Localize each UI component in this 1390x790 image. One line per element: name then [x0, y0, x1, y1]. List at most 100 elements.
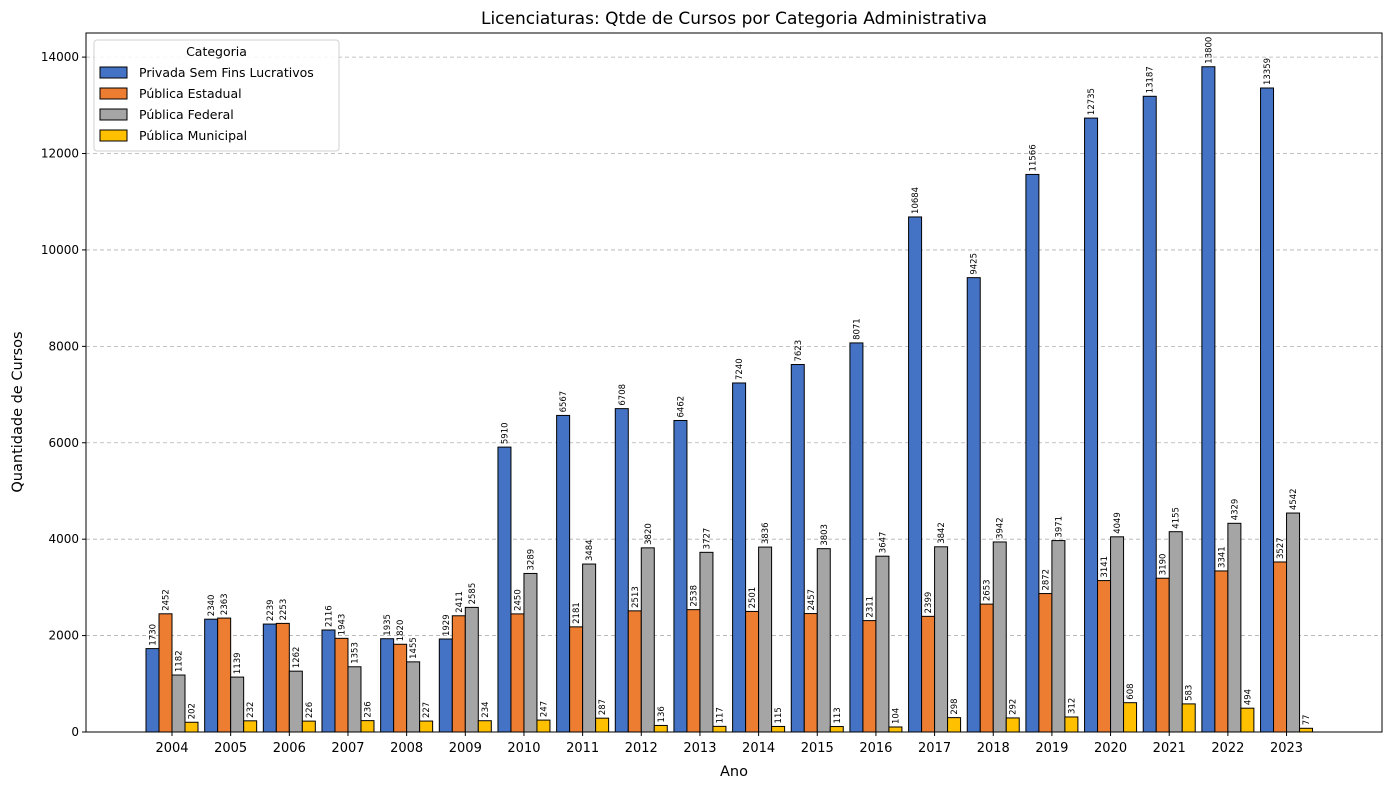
bar-value-label: 2513 [631, 586, 641, 608]
bar [1201, 66, 1216, 733]
bar-value-label: 232 [246, 702, 256, 718]
bar [1064, 716, 1079, 733]
bar [419, 720, 434, 733]
bar-value-label: 3842 [937, 522, 947, 544]
bar [595, 717, 610, 733]
bar-value-label: 3527 [1276, 537, 1286, 559]
bar [334, 637, 349, 733]
bar [406, 661, 421, 733]
bar [673, 419, 688, 733]
x-tick-label: 2012 [625, 741, 658, 756]
bar-value-label: 298 [950, 698, 960, 714]
bar [347, 666, 362, 733]
x-tick-label: 2010 [507, 741, 540, 756]
bar-value-label: 1730 [149, 624, 159, 646]
bar-value-label: 6708 [618, 384, 628, 406]
bar [393, 643, 408, 733]
y-tick-label: 10000 [41, 243, 79, 257]
y-tick-label: 6000 [48, 436, 79, 450]
bar [464, 606, 479, 733]
bar [171, 674, 186, 733]
legend-box [93, 39, 340, 152]
bar-value-label: 608 [1126, 683, 1136, 699]
bar-value-label: 1262 [292, 647, 302, 669]
bar [803, 613, 818, 733]
bar-value-label: 1943 [337, 614, 347, 636]
y-axis-title: Quantidade de Cursos [10, 331, 26, 492]
legend-swatch [99, 108, 128, 121]
y-tick-label: 2000 [48, 629, 79, 643]
bar [1110, 536, 1125, 733]
bar-value-label: 13187 [1146, 66, 1156, 93]
bar-value-label: 2399 [924, 592, 934, 614]
bar [1260, 87, 1275, 733]
x-tick-label: 2022 [1211, 741, 1244, 756]
bar-value-label: 2538 [689, 585, 699, 607]
bar [145, 648, 160, 733]
bar [288, 670, 303, 733]
bar-value-label: 2340 [207, 595, 217, 617]
bar [829, 726, 844, 733]
bar-value-label: 8071 [852, 318, 862, 340]
x-tick-label: 2017 [918, 741, 951, 756]
bar [184, 721, 199, 733]
bar [301, 720, 316, 733]
bar [275, 622, 290, 733]
bar [1240, 707, 1255, 733]
x-tick-label: 2014 [742, 741, 775, 756]
bar-value-label: 104 [891, 708, 901, 724]
bar [921, 615, 936, 733]
bar-value-label: 2653 [983, 579, 993, 601]
x-tick-label: 2021 [1153, 741, 1186, 756]
plot-frame [85, 32, 1383, 733]
bar [908, 216, 923, 733]
bar [1181, 703, 1196, 733]
bar [1168, 531, 1183, 733]
bar-value-label: 287 [598, 699, 608, 715]
bar [653, 724, 668, 733]
bar-value-label: 2585 [468, 583, 478, 605]
y-tick-label: 14000 [41, 50, 79, 64]
bar-value-label: 13359 [1263, 58, 1273, 85]
bar-value-label: 7240 [735, 358, 745, 380]
bar-value-label: 2253 [279, 599, 289, 621]
bar [816, 548, 831, 733]
bar-value-label: 247 [539, 701, 549, 717]
bar-value-label: 1182 [175, 650, 185, 672]
bar [732, 382, 747, 733]
bar [875, 555, 890, 733]
bar-value-label: 115 [774, 707, 784, 723]
legend-entry: Privada Sem Fins Lucrativos [139, 65, 314, 80]
bar-value-label: 202 [188, 703, 198, 719]
bar [1142, 95, 1157, 733]
bar [158, 613, 173, 733]
bar-value-label: 4329 [1230, 499, 1240, 521]
x-tick-label: 2016 [859, 741, 892, 756]
bar [510, 613, 525, 733]
bar [758, 546, 773, 733]
bar-value-label: 10684 [911, 187, 921, 214]
bar-value-label: 1353 [350, 642, 360, 664]
bar-value-label: 117 [715, 707, 725, 723]
bar-value-label: 226 [305, 702, 315, 718]
bar-value-label: 312 [1067, 698, 1077, 714]
bar-value-label: 2872 [1041, 569, 1051, 591]
legend: Categoria Privada Sem Fins Lucrativos Públ… [93, 39, 340, 152]
bar-value-label: 2501 [748, 587, 758, 609]
y-tick-label: 12000 [41, 147, 79, 161]
bar-value-label: 4155 [1172, 507, 1182, 529]
bar-value-label: 77 [1302, 714, 1312, 725]
bar-value-label: 3190 [1159, 554, 1169, 576]
bar-value-label: 1455 [409, 637, 419, 659]
bar [262, 623, 277, 733]
bar-value-label: 583 [1185, 685, 1195, 701]
x-tick-label: 2018 [977, 741, 1010, 756]
bar [1299, 727, 1314, 733]
bar [1155, 577, 1170, 733]
bar [582, 563, 597, 733]
bar [849, 342, 864, 733]
bar-value-label: 3820 [644, 523, 654, 545]
x-tick-label: 2006 [273, 741, 306, 756]
bar-value-label: 9425 [970, 253, 980, 275]
